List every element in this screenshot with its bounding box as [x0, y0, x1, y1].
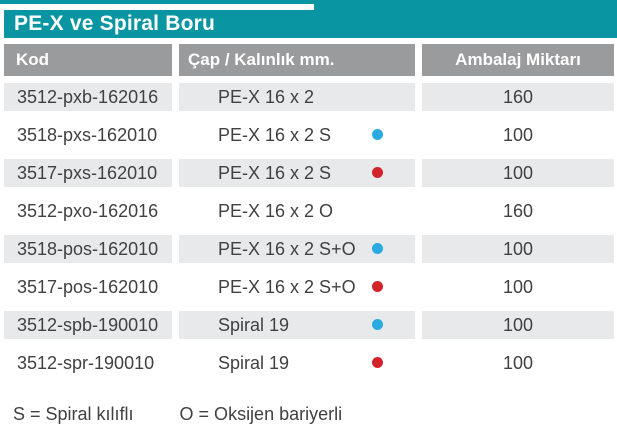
- cell-ambalaj-miktari: 100: [422, 273, 614, 301]
- column-header-cap-kalinlik: Çap / Kalınlık mm.: [179, 44, 415, 76]
- table-row: 3512-spr-190010 Spiral 19 100: [4, 349, 614, 377]
- product-table: Kod Çap / Kalınlık mm. Ambalaj Miktarı 3…: [0, 44, 617, 377]
- table-row: 3512-pxb-162016 PE-X 16 x 2 160: [4, 83, 614, 111]
- column-header-ambalaj-miktari: Ambalaj Miktarı: [422, 44, 614, 76]
- cell-kod: 3517-pos-162010: [4, 273, 172, 301]
- cell-cap-kalinlik: PE-X 16 x 2: [179, 83, 415, 111]
- product-code: 3512-spb-190010: [17, 314, 159, 335]
- cell-ambalaj-miktari: 100: [422, 235, 614, 263]
- package-quantity: 160: [502, 86, 534, 107]
- cell-ambalaj-miktari: 100: [422, 311, 614, 339]
- product-size: Spiral 19: [218, 314, 290, 335]
- cell-kod: 3512-pxb-162016: [4, 83, 172, 111]
- cell-kod: 3512-spb-190010: [4, 311, 172, 339]
- cell-kod: 3517-pxs-162010: [4, 159, 172, 187]
- table-row: 3512-pxo-162016 PE-X 16 x 2 O 160: [4, 197, 614, 225]
- table-row: 3512-spb-190010 Spiral 19 100: [4, 311, 614, 339]
- product-code: 3512-pxb-162016: [17, 86, 159, 107]
- blue-dot-icon: [372, 243, 383, 254]
- product-code: 3518-pxs-162010: [17, 124, 158, 145]
- table-title-bar: PE-X ve Spiral Boru: [0, 0, 617, 38]
- cell-ambalaj-miktari: 100: [422, 349, 614, 377]
- product-code: 3512-spr-190010: [17, 352, 155, 373]
- cell-cap-kalinlik: PE-X 16 x 2 S+O: [179, 273, 415, 301]
- package-quantity: 160: [502, 200, 534, 221]
- cell-ambalaj-miktari: 160: [422, 83, 614, 111]
- package-quantity: 100: [502, 314, 534, 335]
- product-code: 3518-pos-162010: [17, 238, 159, 259]
- product-size: PE-X 16 x 2 S+O: [218, 276, 356, 297]
- product-size: PE-X 16 x 2 S: [218, 124, 332, 145]
- red-dot-icon: [372, 357, 383, 368]
- cell-kod: 3512-spr-190010: [4, 349, 172, 377]
- cell-cap-kalinlik: PE-X 16 x 2 S: [179, 159, 415, 187]
- package-quantity: 100: [502, 352, 534, 373]
- page-title: PE-X ve Spiral Boru: [14, 12, 216, 35]
- cell-ambalaj-miktari: 160: [422, 197, 614, 225]
- package-quantity: 100: [502, 238, 534, 259]
- title-bar-notch: [0, 4, 314, 10]
- cell-ambalaj-miktari: 100: [422, 121, 614, 149]
- product-size: PE-X 16 x 2 O: [218, 200, 334, 221]
- cell-cap-kalinlik: Spiral 19: [179, 311, 415, 339]
- cell-kod: 3518-pxs-162010: [4, 121, 172, 149]
- column-header-kod: Kod: [4, 44, 172, 76]
- product-size: Spiral 19: [218, 352, 290, 373]
- cell-cap-kalinlik: Spiral 19: [179, 349, 415, 377]
- legend-o-label: O = Oksijen bariyerli: [179, 404, 343, 424]
- table-header-row: Kod Çap / Kalınlık mm. Ambalaj Miktarı: [4, 44, 614, 76]
- table-row: 3517-pxs-162010 PE-X 16 x 2 S 100: [4, 159, 614, 187]
- product-size: PE-X 16 x 2 S+O: [218, 238, 356, 259]
- cell-kod: 3518-pos-162010: [4, 235, 172, 263]
- legend: S = Spiral kılıflı O = Oksijen bariyerli: [0, 404, 617, 425]
- table-row: 3518-pxs-162010 PE-X 16 x 2 S 100: [4, 121, 614, 149]
- package-quantity: 100: [502, 276, 534, 297]
- legend-s-label: S = Spiral kılıflı: [13, 404, 134, 424]
- table-row: 3517-pos-162010 PE-X 16 x 2 S+O 100: [4, 273, 614, 301]
- table-body: 3512-pxb-162016 PE-X 16 x 2 160 3518-pxs…: [4, 83, 614, 377]
- cell-kod: 3512-pxo-162016: [4, 197, 172, 225]
- red-dot-icon: [372, 167, 383, 178]
- cell-ambalaj-miktari: 100: [422, 159, 614, 187]
- product-code: 3517-pxs-162010: [17, 162, 158, 183]
- cell-cap-kalinlik: PE-X 16 x 2 S+O: [179, 235, 415, 263]
- cell-cap-kalinlik: PE-X 16 x 2 S: [179, 121, 415, 149]
- package-quantity: 100: [502, 124, 534, 145]
- package-quantity: 100: [502, 162, 534, 183]
- product-code: 3512-pxo-162016: [17, 200, 159, 221]
- title-bar-notch-left: [0, 4, 4, 38]
- blue-dot-icon: [372, 129, 383, 140]
- red-dot-icon: [372, 281, 383, 292]
- product-size: PE-X 16 x 2: [218, 86, 315, 107]
- blue-dot-icon: [372, 319, 383, 330]
- product-size: PE-X 16 x 2 S: [218, 162, 332, 183]
- table-row: 3518-pos-162010 PE-X 16 x 2 S+O 100: [4, 235, 614, 263]
- product-code: 3517-pos-162010: [17, 276, 159, 297]
- cell-cap-kalinlik: PE-X 16 x 2 O: [179, 197, 415, 225]
